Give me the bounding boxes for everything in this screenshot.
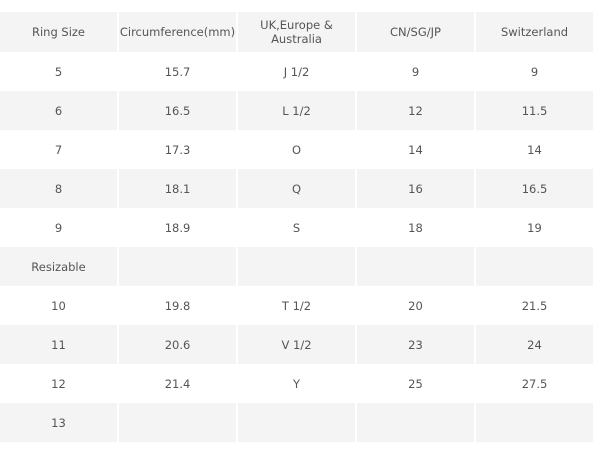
ring-size-table: Ring Size Circumference(mm) UK,Europe & …: [0, 12, 595, 442]
cell-circumference: 18.1: [119, 169, 236, 208]
cell-circumference: 20.6: [119, 325, 236, 364]
table-body: 5 15.7 J 1/2 9 9 6 16.5 L 1/2 12 11.5 7 17.3 O 14 14 8 1…: [0, 52, 593, 442]
table-row: 7 17.3 O 14 14: [0, 130, 593, 169]
cell-circumference: [119, 403, 236, 442]
cell-cn-size: 9: [357, 52, 474, 91]
cell-ring-size: 6: [0, 91, 117, 130]
cell-uk-size: J 1/2: [238, 52, 355, 91]
cell-ring-size: 5: [0, 52, 117, 91]
header-cn-sg-jp: CN/SG/JP: [357, 12, 474, 52]
cell-cn-size: 23: [357, 325, 474, 364]
cell-cn-size: 12: [357, 91, 474, 130]
cell-cn-size: 14: [357, 130, 474, 169]
header-switzerland: Switzerland: [476, 12, 593, 52]
cell-circumference: 19.8: [119, 286, 236, 325]
cell-cn-size: 25: [357, 364, 474, 403]
header-uk-europe-australia: UK,Europe & Australia: [238, 12, 355, 52]
cell-uk-size: O: [238, 130, 355, 169]
table-row: 11 20.6 V 1/2 23 24: [0, 325, 593, 364]
table-row: 10 19.8 T 1/2 20 21.5: [0, 286, 593, 325]
cell-ring-size: 7: [0, 130, 117, 169]
cell-swiss-size: [476, 403, 593, 442]
cell-cn-size: [357, 247, 474, 286]
table-row: 12 21.4 Y 25 27.5: [0, 364, 593, 403]
cell-ring-size: 12: [0, 364, 117, 403]
cell-uk-size: S: [238, 208, 355, 247]
cell-swiss-size: 16.5: [476, 169, 593, 208]
cell-circumference: 21.4: [119, 364, 236, 403]
cell-cn-size: 16: [357, 169, 474, 208]
cell-cn-size: 18: [357, 208, 474, 247]
cell-cn-size: 20: [357, 286, 474, 325]
cell-uk-size: L 1/2: [238, 91, 355, 130]
table-row: 6 16.5 L 1/2 12 11.5: [0, 91, 593, 130]
cell-circumference: 15.7: [119, 52, 236, 91]
cell-uk-size: [238, 403, 355, 442]
cell-swiss-size: 19: [476, 208, 593, 247]
cell-ring-size: 9: [0, 208, 117, 247]
table-row: 9 18.9 S 18 19: [0, 208, 593, 247]
cell-uk-size: T 1/2: [238, 286, 355, 325]
cell-circumference: 17.3: [119, 130, 236, 169]
header-ring-size: Ring Size: [0, 12, 117, 52]
cell-uk-size: [238, 247, 355, 286]
cell-swiss-size: [476, 247, 593, 286]
cell-swiss-size: 11.5: [476, 91, 593, 130]
cell-swiss-size: 24: [476, 325, 593, 364]
cell-swiss-size: 9: [476, 52, 593, 91]
cell-ring-size: 13: [0, 403, 117, 442]
cell-ring-size: 11: [0, 325, 117, 364]
cell-uk-size: V 1/2: [238, 325, 355, 364]
cell-circumference: 16.5: [119, 91, 236, 130]
cell-ring-size: 8: [0, 169, 117, 208]
cell-uk-size: Q: [238, 169, 355, 208]
table-row: 5 15.7 J 1/2 9 9: [0, 52, 593, 91]
cell-ring-size: 10: [0, 286, 117, 325]
table-row: 13: [0, 403, 593, 442]
cell-uk-size: Y: [238, 364, 355, 403]
cell-ring-size: Resizable: [0, 247, 117, 286]
cell-cn-size: [357, 403, 474, 442]
cell-circumference: 18.9: [119, 208, 236, 247]
table-header-row: Ring Size Circumference(mm) UK,Europe & …: [0, 12, 593, 52]
cell-swiss-size: 21.5: [476, 286, 593, 325]
cell-swiss-size: 27.5: [476, 364, 593, 403]
header-circumference: Circumference(mm): [119, 12, 236, 52]
table-row: Resizable: [0, 247, 593, 286]
cell-swiss-size: 14: [476, 130, 593, 169]
table-row: 8 18.1 Q 16 16.5: [0, 169, 593, 208]
cell-circumference: [119, 247, 236, 286]
